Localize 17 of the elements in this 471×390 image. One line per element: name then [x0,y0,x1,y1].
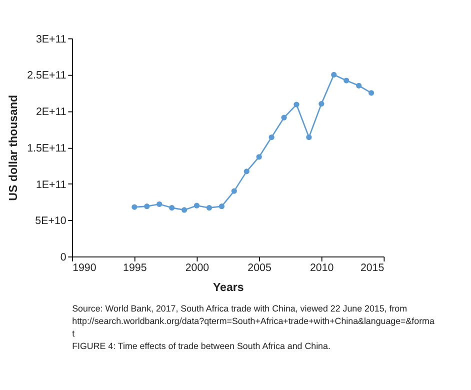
x-axis-title: Years [212,282,244,294]
source-note: Source: World Bank, 2017, South Africa trade with China, viewed 22 June 2015, from http://search.worldbank.org/data?qterm=South+Africa+trade+with+China&language=&format [72,304,434,339]
x-tick-label: 2010 [310,262,334,274]
x-tick-label: 1990 [72,262,96,274]
y-axis-title: US dollar thousand [8,94,20,201]
x-tick-label: 2000 [185,262,210,274]
y-tick-label: 3E+11 [36,33,66,46]
y-tick-label: 1.5E+11 [27,142,66,154]
x-tick-label: 2005 [248,262,272,274]
caption: FIGURE 4: Time effects of trade between South Africa and China. [72,341,330,352]
x-tick-label: 2015 [360,262,384,274]
y-tick-label: 2.5E+11 [27,70,66,82]
y-tick-label: 1E+11 [36,178,66,191]
x-tick-label: 1995 [123,262,147,274]
y-tick-label: 0 [60,252,66,264]
y-tick-label: 2E+11 [36,106,66,118]
y-tick-label: 5E+10 [35,215,66,228]
